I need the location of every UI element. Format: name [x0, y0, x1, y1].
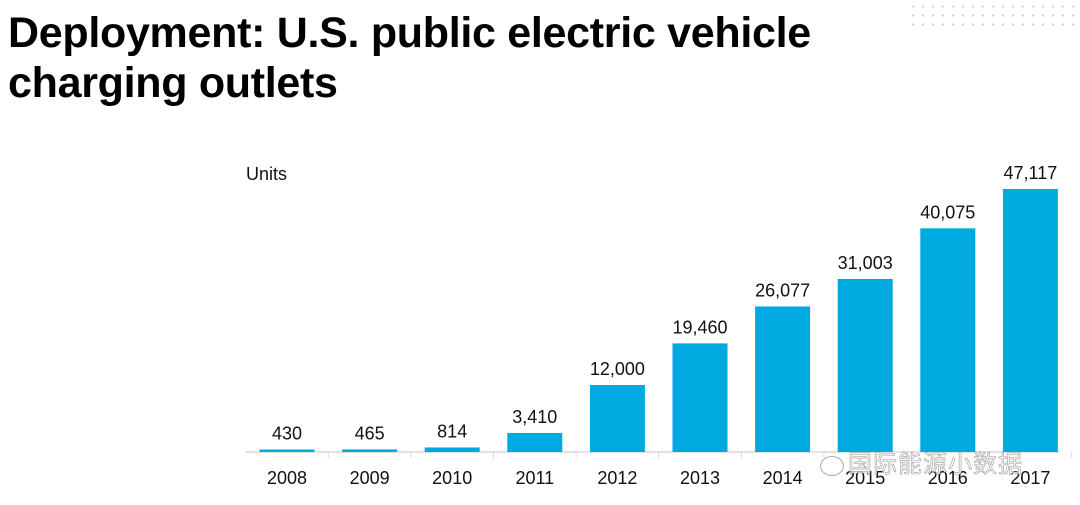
- wechat-icon: [820, 455, 844, 476]
- watermark: 国际能源小数据: [820, 444, 1023, 479]
- x-tick-label-2013: 2013: [680, 468, 720, 488]
- bar-2014: [755, 306, 811, 452]
- data-label-2011: 3,410: [512, 407, 557, 427]
- bar-2017: [1002, 189, 1058, 452]
- watermark-text: 国际能源小数据: [848, 451, 1023, 479]
- bar-2008: [259, 449, 315, 452]
- chart-title: Deployment: U.S. public electric vehicle…: [8, 9, 811, 107]
- bar-2016: [920, 228, 976, 452]
- x-tick-label-2016: 2016: [928, 468, 968, 488]
- bar-2015: [837, 278, 893, 452]
- x-tick-label-2009: 2009: [350, 468, 390, 488]
- decorative-dot-pattern: [908, 2, 1080, 30]
- data-label-2009: 465: [355, 423, 385, 443]
- data-label-2014: 26,077: [755, 280, 810, 300]
- bar-2013: [672, 343, 728, 452]
- x-tick-label-2015: 2015: [845, 468, 885, 488]
- data-label-2012: 12,000: [590, 359, 645, 379]
- x-tick-label-2010: 2010: [432, 468, 472, 488]
- bar-2009: [342, 449, 398, 452]
- bar-2012: [589, 385, 645, 452]
- data-label-2017: 47,117: [1004, 163, 1058, 183]
- data-label-2013: 19,460: [672, 317, 727, 337]
- data-label-2010: 814: [437, 421, 467, 441]
- data-label-2015: 31,003: [838, 253, 893, 273]
- bar-2010: [424, 447, 480, 452]
- y-axis-label: Units: [246, 164, 287, 184]
- data-label-2008: 430: [272, 424, 302, 444]
- x-tick-label-2017: 2017: [1010, 468, 1050, 488]
- bar-2011: [507, 432, 563, 452]
- x-tick-label-2014: 2014: [763, 468, 803, 488]
- x-tick-label-2011: 2011: [515, 468, 554, 488]
- x-tick-label-2008: 2008: [267, 468, 307, 488]
- x-tick-label-2012: 2012: [597, 468, 637, 488]
- data-label-2016: 40,075: [920, 202, 975, 222]
